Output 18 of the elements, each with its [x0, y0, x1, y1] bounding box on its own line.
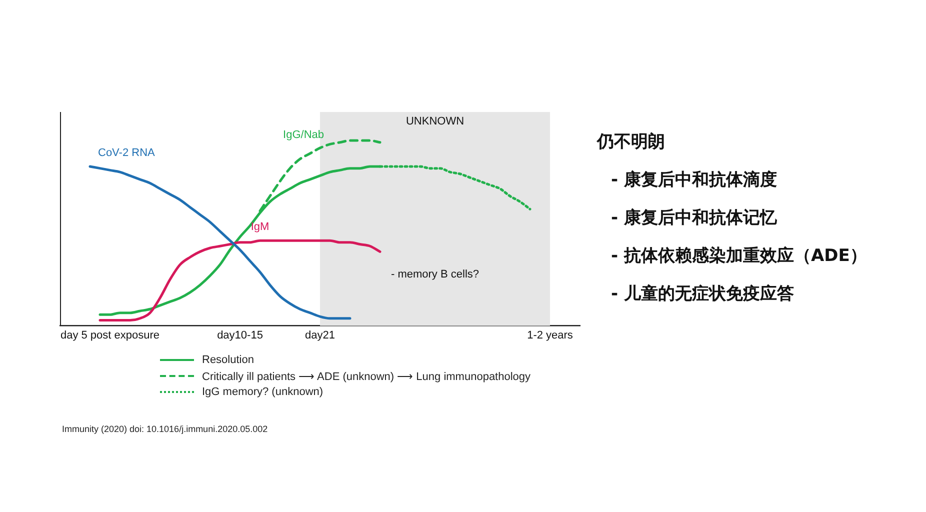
annotation: IgG/Nab — [283, 129, 324, 142]
text: Immunity (2020) doi: 10.1016/j.immuni.2020.05.002 — [62, 424, 268, 434]
legend-label: Critically ill patients ⟶ ADE (unknown) ⟶ Lung immunopathology — [202, 370, 531, 382]
text: - 康复后中和抗体记忆 — [610, 207, 778, 230]
series-label: CoV-2 RNA — [98, 146, 156, 159]
series-label: IgM — [250, 221, 270, 234]
band-label: UNKNOWN — [406, 116, 464, 128]
x-tick-label: day21 — [305, 329, 335, 342]
text: 仍不明朗 — [597, 131, 666, 154]
text: - 儿童的无症状免疫应答 — [610, 283, 795, 306]
legend-label: Resolution — [202, 354, 254, 366]
annotation: - memory B cells? — [390, 268, 480, 280]
legend-label: IgG memory? (unknown) — [202, 386, 324, 398]
text: - 康复后中和抗体滴度 — [610, 169, 778, 192]
x-tick-label: 1-2 years — [527, 329, 574, 342]
x-tick-label: day 5 post exposure — [60, 329, 160, 342]
x-tick-label: day10-15 — [217, 329, 263, 342]
text: - 抗体依赖感染加重效应（ADE） — [610, 245, 867, 268]
